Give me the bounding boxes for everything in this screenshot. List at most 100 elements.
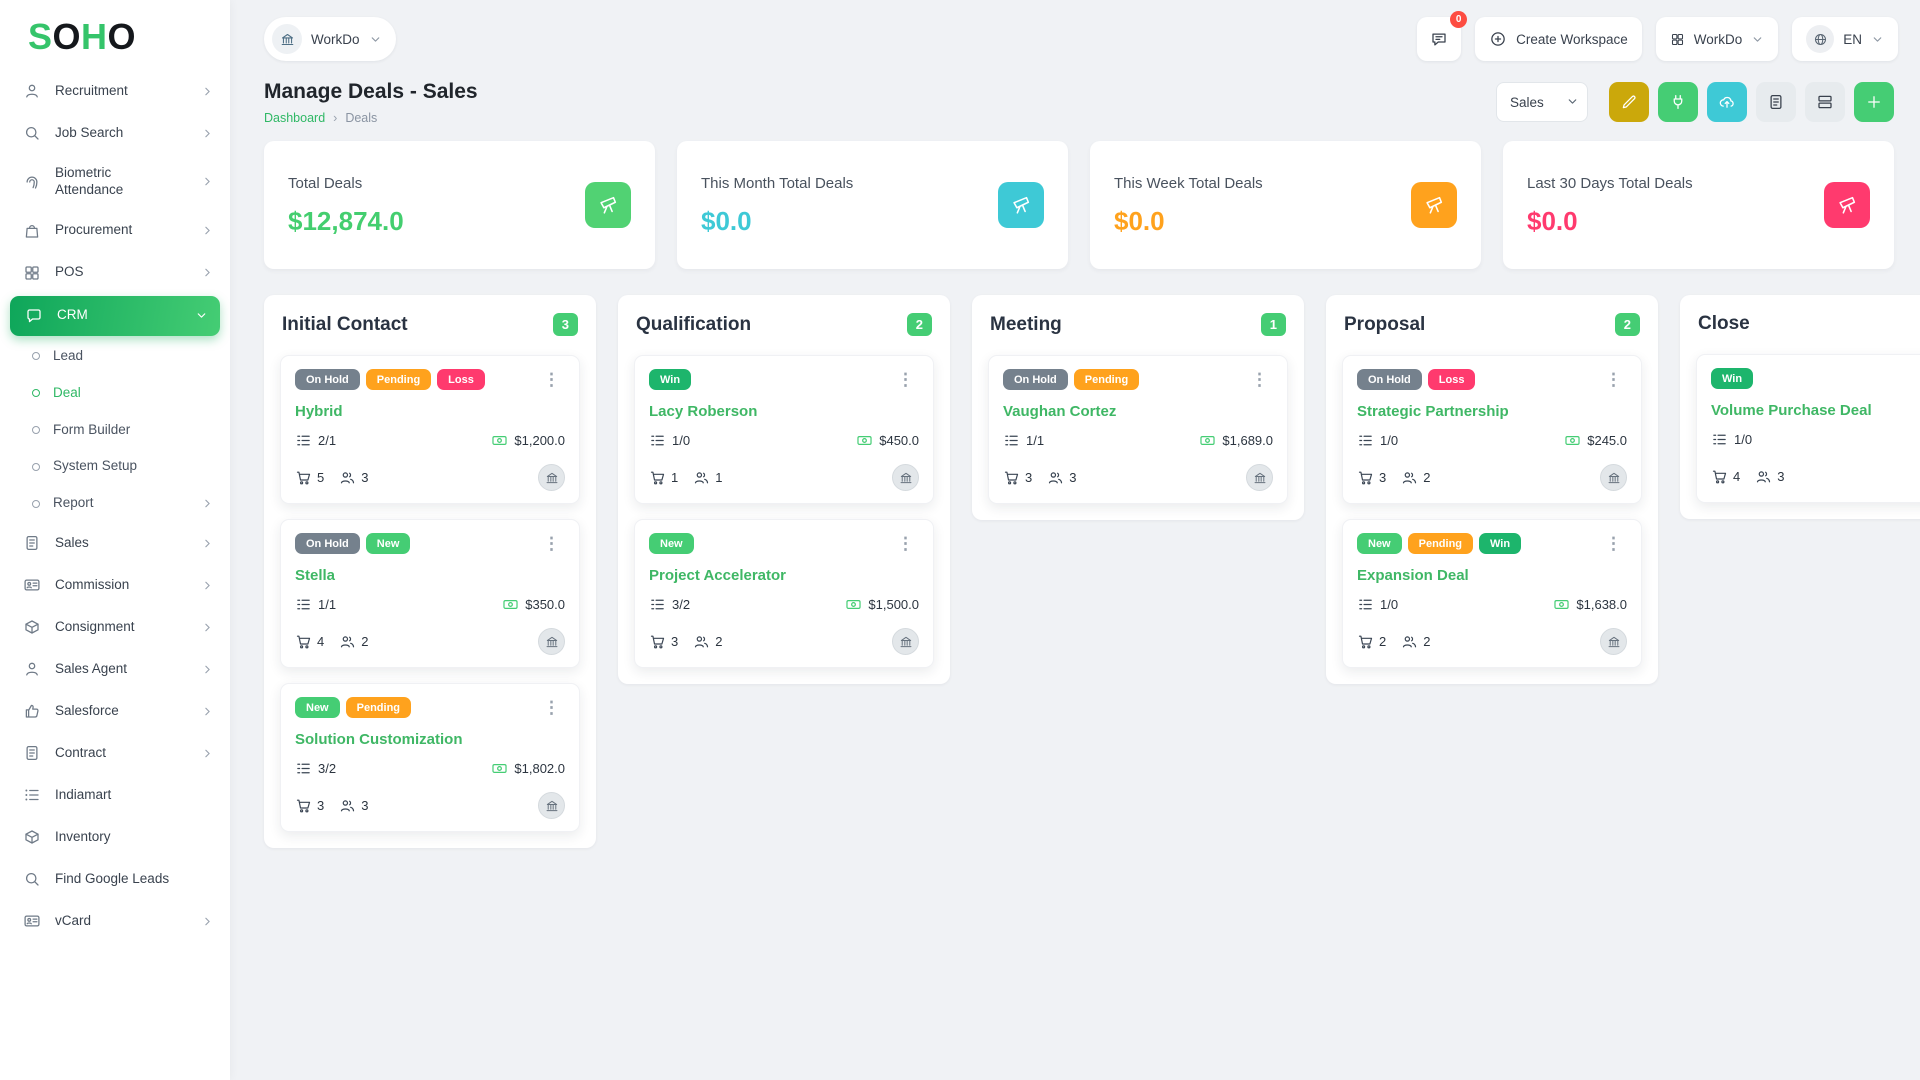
avatar[interactable] [538,792,565,819]
sidebar-item-lead[interactable]: Lead [0,338,230,375]
deal-card[interactable]: On Hold Loss ⋮ Strategic Partnership 1/0… [1342,355,1642,504]
deal-name[interactable]: Expansion Deal [1357,567,1469,584]
sidebar-item-procurement[interactable]: Procurement [0,210,230,252]
kanban-column-initial-contact: Initial Contact 3 On Hold Pending Loss ⋮ [264,295,596,848]
deal-card[interactable]: On Hold New ⋮ Stella 1/1 $350.0 4 2 [280,519,580,668]
avatar[interactable] [892,628,919,655]
integrations-button[interactable] [1658,82,1698,122]
list-view-button[interactable] [1805,82,1845,122]
card-menu-icon[interactable]: ⋮ [543,698,560,717]
sidebar-item-label: Inventory [55,828,111,844]
deal-name[interactable]: Stella [295,567,336,584]
card-menu-icon[interactable]: ⋮ [1605,534,1622,553]
language-selector[interactable]: EN [1792,17,1898,61]
sidebar-item-report[interactable]: Report [0,485,230,522]
users-count: 2 [1423,470,1431,485]
deal-card[interactable]: On Hold Pending ⋮ Vaughan Cortez 1/1 $1,… [988,355,1288,504]
import-button[interactable] [1707,82,1747,122]
stat-label: This Month Total Deals [701,175,854,192]
deal-card[interactable]: New ⋮ Project Accelerator 3/2 $1,500.0 3… [634,519,934,668]
sidebar-item-sales-agent[interactable]: Sales Agent [0,648,230,690]
card-menu-icon[interactable]: ⋮ [1605,370,1622,389]
doc-icon [22,533,42,553]
card-icon [22,575,42,595]
sidebar-item-consignment[interactable]: Consignment [0,606,230,648]
card-menu-icon[interactable]: ⋮ [897,370,914,389]
avatar[interactable] [1246,464,1273,491]
sidebar-item-commission[interactable]: Commission [0,564,230,606]
messages-button[interactable]: 0 [1417,11,1468,61]
box-icon [22,827,42,847]
avatar[interactable] [1600,628,1627,655]
apps-menu-button[interactable]: WorkDo [1655,17,1779,61]
deal-amount: $1,200.0 [514,433,565,448]
deal-card[interactable]: On Hold Pending Loss ⋮ Hybrid 2/1 $1,200… [280,355,580,504]
avatar[interactable] [1600,464,1627,491]
sidebar-item-salesforce[interactable]: Salesforce [0,690,230,732]
sidebar-item-find-google-leads[interactable]: Find Google Leads [0,858,230,900]
sidebar-item-crm[interactable]: CRM [10,295,220,336]
deal-card[interactable]: New Pending Win ⋮ Expansion Deal 1/0 $1,… [1342,519,1642,668]
deal-name[interactable]: Vaughan Cortez [1003,403,1117,420]
workspace-switcher[interactable]: WorkDo [264,17,396,61]
deal-amount: $1,500.0 [868,597,919,612]
create-workspace-label: Create Workspace [1516,31,1628,47]
deal-card[interactable]: Win ⋮ Lacy Roberson 1/0 $450.0 1 1 [634,355,934,504]
edit-pipeline-button[interactable] [1609,82,1649,122]
tasks-count: 1/1 [318,597,337,612]
sidebar-item-contract[interactable]: Contract [0,732,230,774]
soho-logo[interactable]: SOHO [0,0,230,66]
pipeline-select[interactable]: Sales [1496,82,1588,122]
create-workspace-button[interactable]: Create Workspace [1475,17,1642,61]
card-menu-icon[interactable]: ⋮ [543,534,560,553]
deal-name[interactable]: Strategic Partnership [1357,403,1509,420]
column-title: Meeting [990,313,1062,335]
tasks-count: 3/2 [672,597,691,612]
sidebar-item-vcard[interactable]: vCard [0,900,230,942]
deal-name[interactable]: Project Accelerator [649,567,787,584]
card-menu-icon[interactable]: ⋮ [543,370,560,389]
chevron-down-icon [369,33,382,46]
sidebar-item-pos[interactable]: POS [0,252,230,294]
sidebar-item-sales[interactable]: Sales [0,522,230,564]
deal-name[interactable]: Volume Purchase Deal [1711,402,1872,419]
sidebar-item-indiamart[interactable]: Indiamart [0,774,230,816]
products-count: 3 [1379,470,1387,485]
deal-name[interactable]: Lacy Roberson [649,403,758,420]
deal-card[interactable]: Win ⋮ Volume Purchase Deal 1/0 4 3 [1696,354,1920,503]
sidebar-item-label: Job Search [55,124,124,140]
deal-amount: $1,689.0 [1222,433,1273,448]
deal-name[interactable]: Hybrid [295,403,343,420]
sidebar-item-deal[interactable]: Deal [0,375,230,412]
deal-amount: $450.0 [879,433,919,448]
breadcrumb-dashboard-link[interactable]: Dashboard [264,111,326,125]
sidebar-item-label: Form Builder [53,421,131,437]
sidebar-item-system-setup[interactable]: System Setup [0,448,230,485]
avatar[interactable] [892,464,919,491]
users-icon [1401,469,1418,486]
card-menu-icon[interactable]: ⋮ [897,534,914,553]
products-count: 1 [671,470,679,485]
stat-value: $0.0 [1114,206,1165,236]
grid-icon [1670,32,1685,47]
topbar-actions: 0 Create Workspace WorkDo EN [1417,11,1898,61]
sidebar-item-biometric-attendance[interactable]: Biometric Attendance [0,154,230,210]
users-count: 3 [1777,469,1785,484]
sidebar-item-inventory[interactable]: Inventory [0,816,230,858]
add-deal-button[interactable] [1854,82,1894,122]
card-menu-icon[interactable]: ⋮ [1251,370,1268,389]
column-count-badge: 1 [1260,313,1286,336]
plug-icon [1669,93,1687,111]
sidebar-item-form-builder[interactable]: Form Builder [0,412,230,449]
status-badge: Win [649,369,692,390]
users-count: 2 [1423,634,1431,649]
sidebar-item-job-search[interactable]: Job Search [0,112,230,154]
export-button[interactable] [1756,82,1796,122]
stats-row: Total Deals $12,874.0 This Month Total D… [264,141,1894,269]
avatar[interactable] [538,628,565,655]
deal-name[interactable]: Solution Customization [295,731,463,748]
avatar[interactable] [538,464,565,491]
sidebar-item-label: Contract [55,744,107,760]
sidebar-item-recruitment[interactable]: Recruitment [0,70,230,112]
deal-card[interactable]: New Pending ⋮ Solution Customization 3/2… [280,683,580,832]
